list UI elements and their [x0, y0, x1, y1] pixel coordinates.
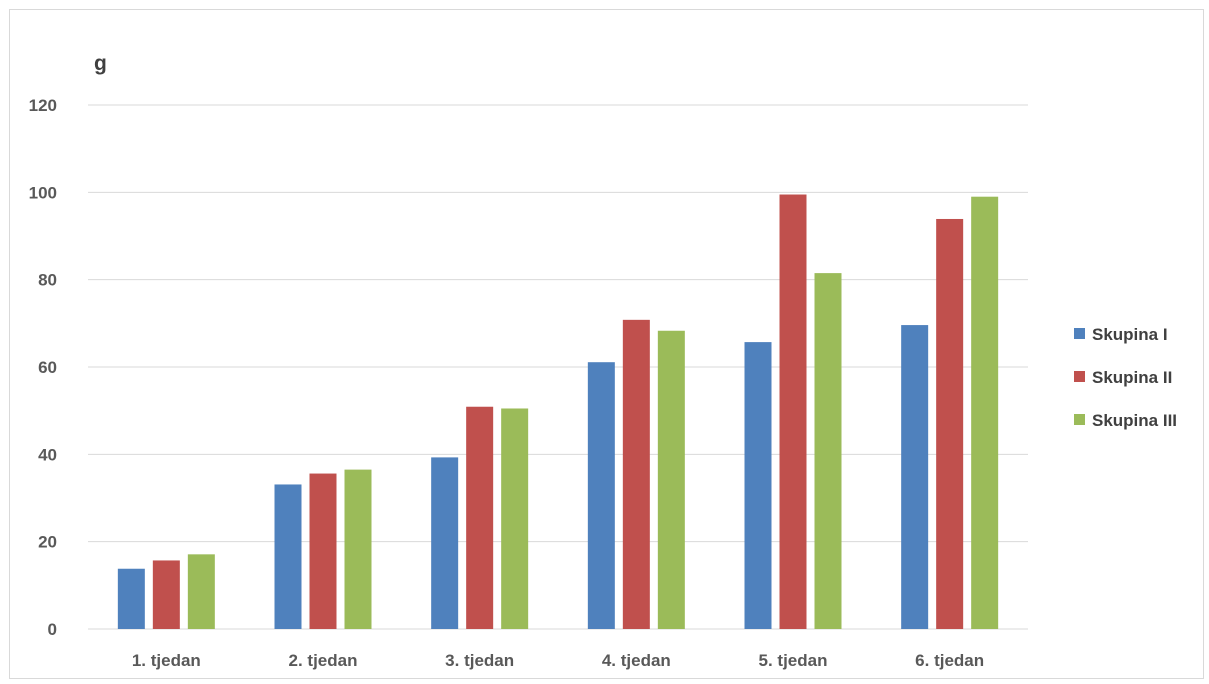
y-tick-label: 100: [29, 183, 57, 202]
legend: Skupina I Skupina II Skupina III: [1074, 325, 1177, 430]
y-tick-label: 80: [38, 271, 57, 290]
y-tick-label: 40: [38, 445, 57, 464]
y-axis-unit-label: g: [94, 52, 107, 75]
x-tick-label: 2. tjedan: [289, 651, 358, 670]
legend-entry-3: Skupina III: [1092, 411, 1177, 430]
bar-3-5: [814, 273, 842, 629]
bar-1-5: [744, 342, 772, 629]
y-tick-label: 0: [48, 620, 57, 639]
x-tick-label: 1. tjedan: [132, 651, 201, 670]
legend-entry-2: Skupina II: [1092, 368, 1172, 387]
x-tick-label: 5. tjedan: [759, 651, 828, 670]
legend-entry-1: Skupina I: [1092, 325, 1168, 344]
bar-3-6: [971, 196, 999, 629]
bar-1-3: [431, 457, 459, 629]
bar-1-6: [901, 325, 929, 629]
x-tick-label: 6. tjedan: [915, 651, 984, 670]
bar-1-2: [274, 484, 302, 629]
bar-2-4: [622, 319, 650, 629]
bar-3-4: [657, 330, 685, 629]
bar-1-1: [117, 568, 145, 629]
y-tick-label: 120: [29, 96, 57, 115]
bar-3-1: [187, 554, 215, 629]
bar-3-2: [344, 469, 372, 629]
legend-swatch-2: [1074, 371, 1085, 382]
x-tick-labels: 1. tjedan 2. tjedan 3. tjedan 4. tjedan 5. t…: [132, 651, 984, 670]
bar-3-3: [501, 408, 529, 629]
x-tick-label: 4. tjedan: [602, 651, 671, 670]
bar-2-1: [152, 560, 180, 629]
bars: [117, 194, 999, 629]
bar-2-6: [936, 218, 964, 629]
bar-2-2: [309, 473, 337, 629]
legend-swatch-3: [1074, 414, 1085, 425]
legend-swatch-1: [1074, 328, 1085, 339]
bar-2-5: [779, 194, 807, 629]
y-tick-label: 20: [38, 533, 57, 552]
bar-1-4: [587, 362, 615, 629]
y-tick-label: 60: [38, 358, 57, 377]
gridlines: [88, 104, 1028, 630]
y-tick-labels: 0 20 40 60 80 100 120: [29, 96, 57, 639]
bar-2-3: [466, 406, 494, 629]
x-tick-label: 3. tjedan: [445, 651, 514, 670]
